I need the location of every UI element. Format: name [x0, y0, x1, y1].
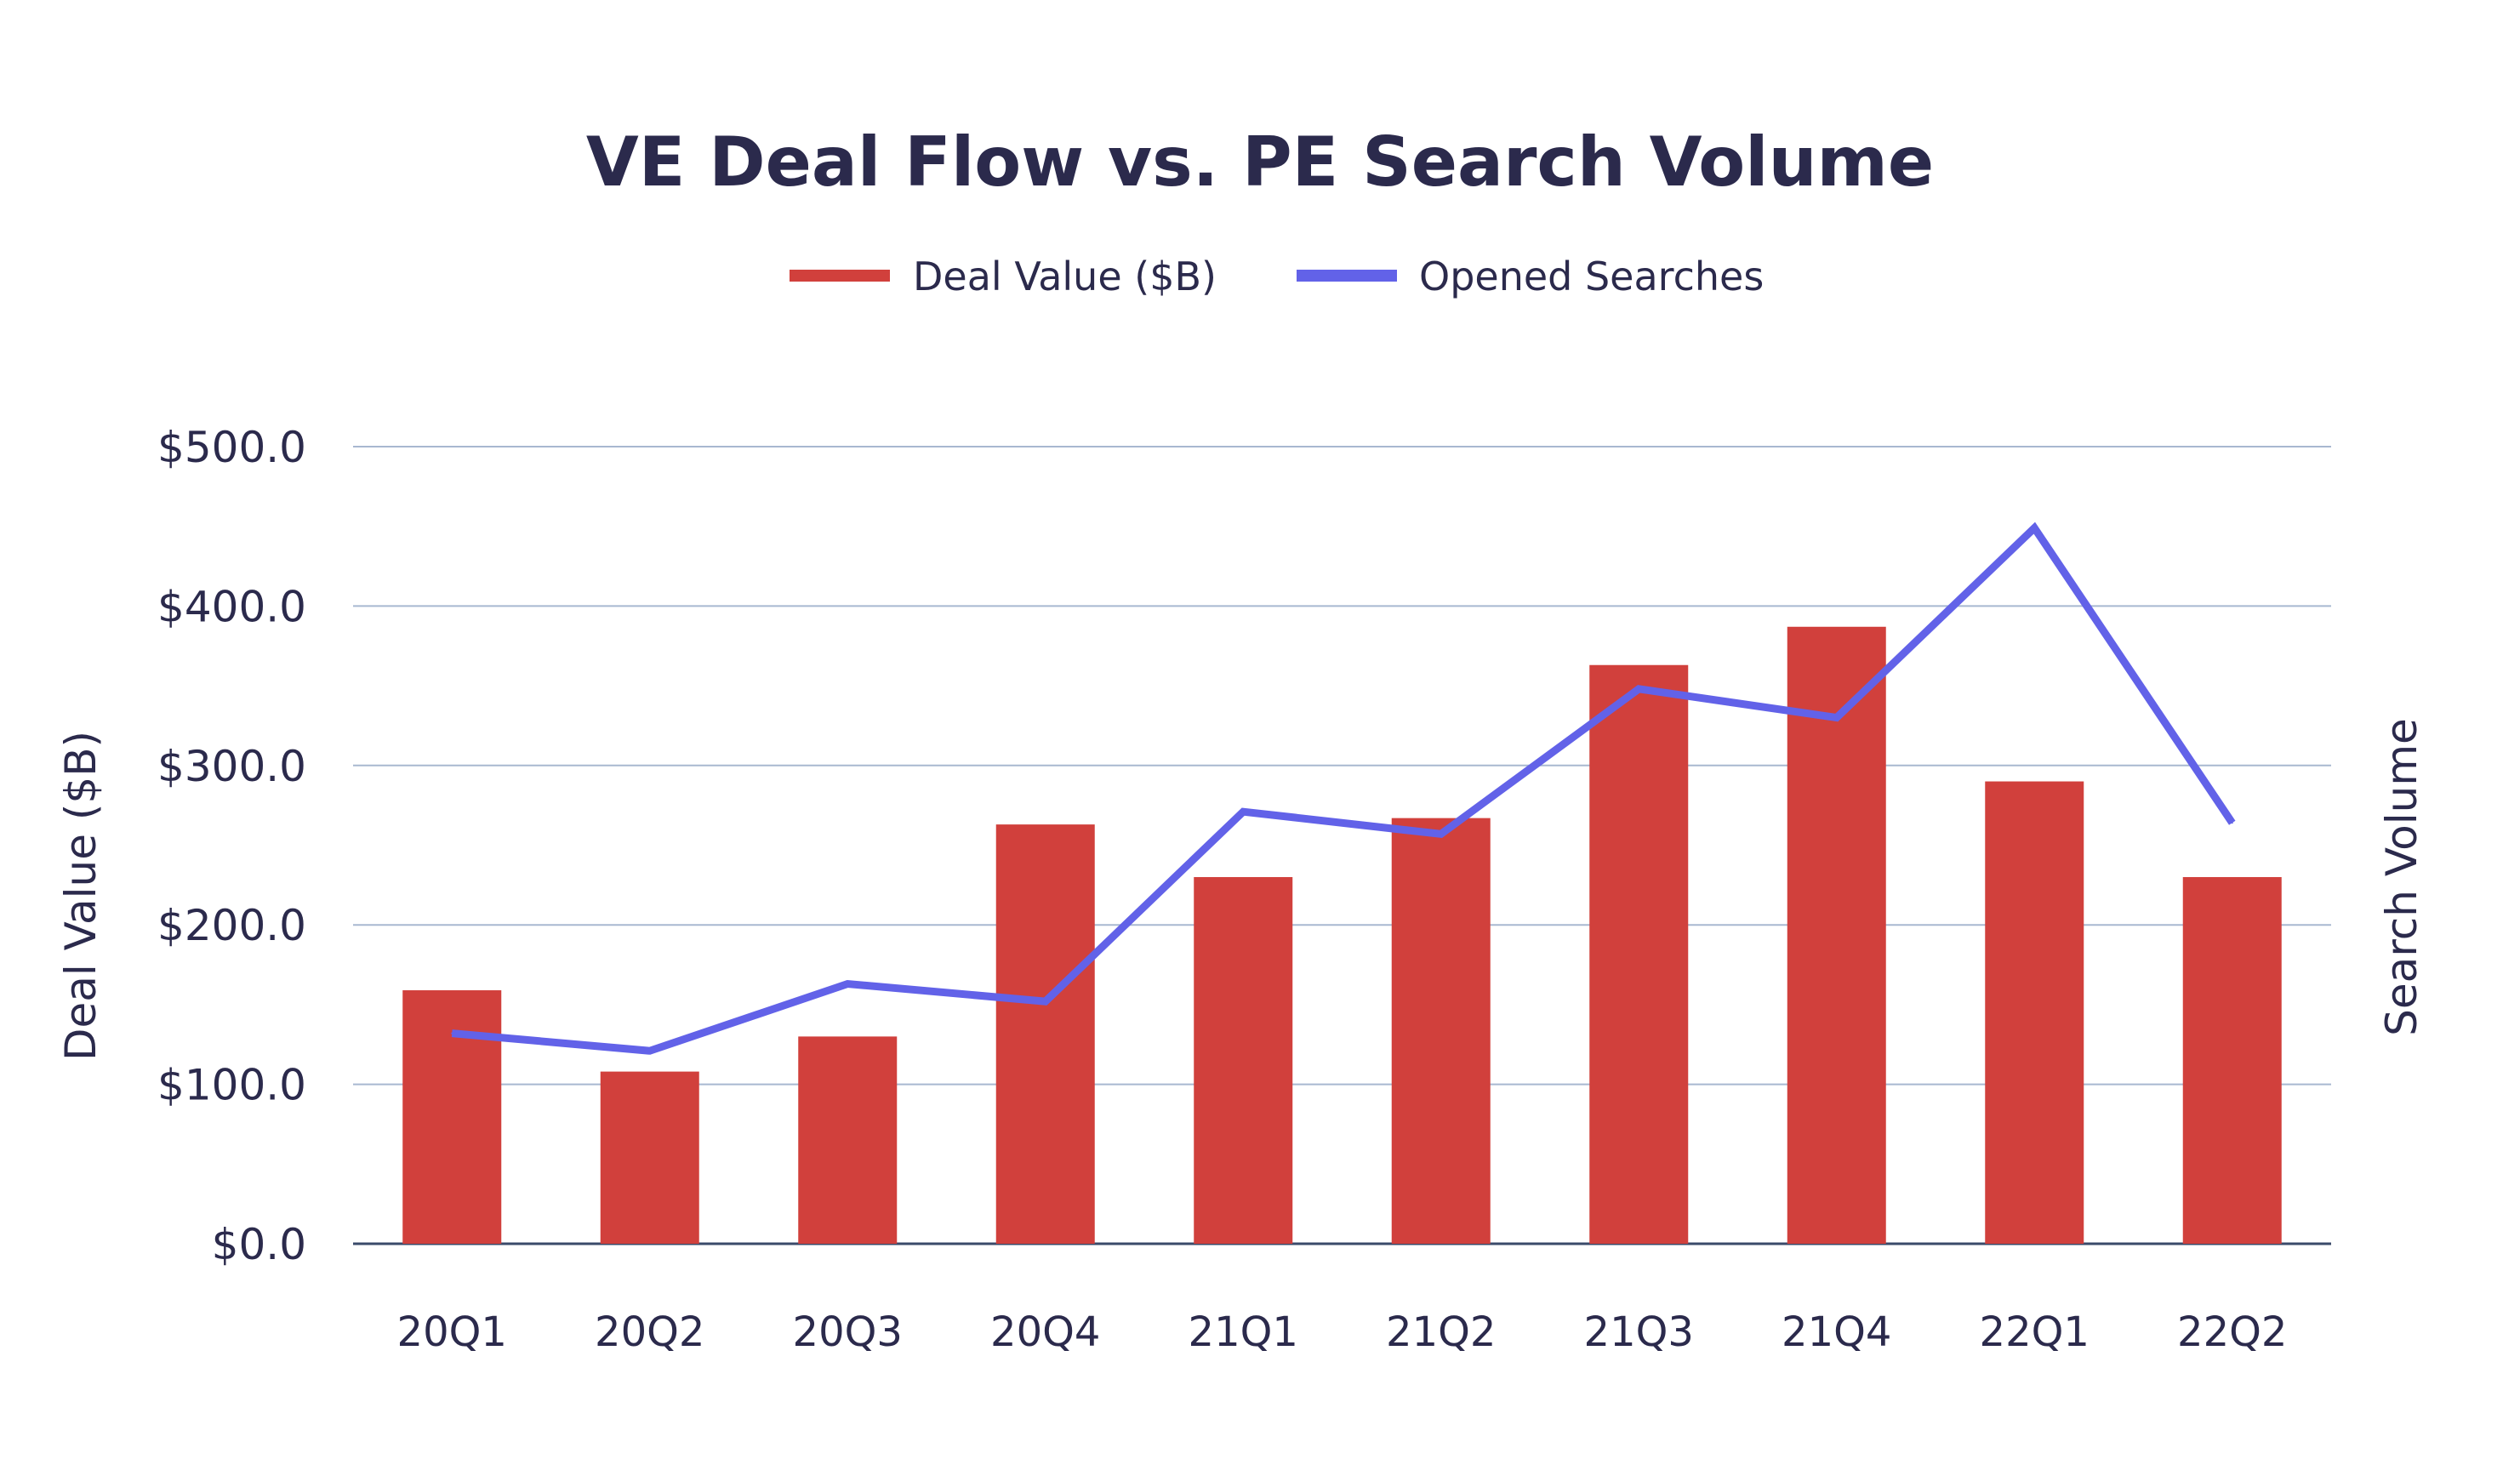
- x-tick-label: 22Q1: [1980, 1308, 2090, 1356]
- x-tick-label: 21Q2: [1386, 1308, 1496, 1356]
- x-tick-label: 20Q4: [990, 1308, 1100, 1356]
- line-point: [451, 1032, 453, 1034]
- x-tick-label: 21Q4: [1782, 1308, 1891, 1356]
- x-tick-label: 21Q3: [1584, 1308, 1694, 1356]
- x-tick-label: 20Q3: [793, 1308, 903, 1356]
- y-tick-label: $0.0: [212, 1220, 306, 1269]
- y-axis-ticks: $0.0 $100.0 $200.0 $300.0 $400.0 $500.0: [157, 423, 306, 1269]
- x-tick-label: 20Q1: [397, 1308, 507, 1356]
- y-tick-label: $500.0: [157, 423, 306, 472]
- bar: [1985, 781, 2084, 1244]
- legend-item-opened-searches: Opened Searches: [1297, 254, 1764, 299]
- bar: [1589, 664, 1689, 1244]
- legend-label-deal-value: Deal Value ($B): [913, 254, 1217, 299]
- bar: [600, 1071, 699, 1244]
- line-point: [648, 1050, 651, 1052]
- bar: [2182, 876, 2282, 1244]
- bar-series: [402, 626, 2282, 1244]
- line-point: [1638, 687, 1640, 690]
- chart-title: VE Deal Flow vs. PE Search Volume: [586, 123, 1934, 202]
- bar: [1194, 876, 1293, 1244]
- y-axis-title: Deal Value ($B): [56, 731, 105, 1061]
- x-tick-label: 21Q1: [1189, 1308, 1298, 1356]
- line-series: [451, 521, 2236, 1055]
- series-line-opened-searches: [451, 521, 2236, 1055]
- bar: [798, 1036, 898, 1244]
- bar: [995, 824, 1095, 1244]
- legend-swatch-deal-value: [790, 270, 890, 282]
- bar: [1787, 626, 1886, 1244]
- legend-swatch-opened-searches: [1297, 270, 1397, 282]
- x-axis-ticks: 20Q1 20Q2 20Q3 20Q4 21Q1 21Q2 21Q3 21Q4 22Q1 22Q2: [397, 1308, 2288, 1356]
- x-tick-label: 20Q2: [595, 1308, 704, 1356]
- line-point: [2231, 822, 2233, 824]
- y2-axis-title: Search Volume: [2377, 718, 2426, 1036]
- y-tick-label: $400.0: [157, 582, 306, 631]
- line-point: [2033, 527, 2036, 529]
- y-tick-label: $100.0: [157, 1061, 306, 1110]
- bar: [1391, 818, 1491, 1244]
- line-point: [847, 983, 849, 985]
- line-point: [1242, 811, 1245, 813]
- y-tick-label: $300.0: [157, 742, 306, 791]
- x-tick-label: 22Q2: [2177, 1308, 2287, 1356]
- bar: [402, 990, 502, 1244]
- legend-item-deal-value: Deal Value ($B): [790, 254, 1217, 299]
- line-point: [1835, 716, 1838, 719]
- line-point: [1044, 1000, 1046, 1003]
- legend: Deal Value ($B) Opened Searches: [790, 254, 1764, 299]
- y-tick-label: $200.0: [157, 901, 306, 950]
- legend-label-opened-searches: Opened Searches: [1419, 254, 1764, 299]
- line-point: [1440, 833, 1442, 835]
